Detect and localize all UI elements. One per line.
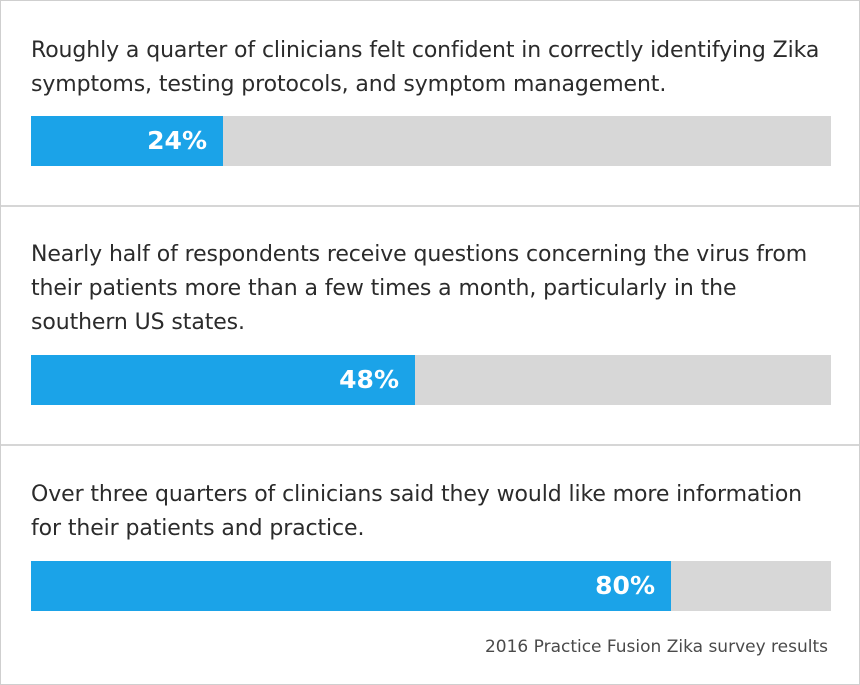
bar-1 bbox=[31, 116, 223, 166]
divider-1 bbox=[1, 205, 859, 207]
divider-2 bbox=[1, 444, 859, 446]
statement-2: Nearly half of respondents receive quest… bbox=[31, 242, 808, 335]
statement-1: Roughly a quarter of clinicians felt con… bbox=[31, 38, 820, 97]
bar-label-2: 48% bbox=[339, 365, 399, 394]
source-caption: 2016 Practice Fusion Zika survey results bbox=[484, 637, 828, 657]
bar-track-2: 48% bbox=[31, 355, 831, 405]
bar-label-3: 80% bbox=[595, 571, 655, 600]
bar-3 bbox=[31, 561, 671, 611]
bar-track-1: 24% bbox=[31, 116, 831, 166]
bar-2 bbox=[31, 355, 415, 405]
statement-3: Over three quarters of clinicians said t… bbox=[31, 482, 803, 541]
bar-track-3: 80% bbox=[31, 561, 831, 611]
bar-label-1: 24% bbox=[147, 126, 207, 155]
